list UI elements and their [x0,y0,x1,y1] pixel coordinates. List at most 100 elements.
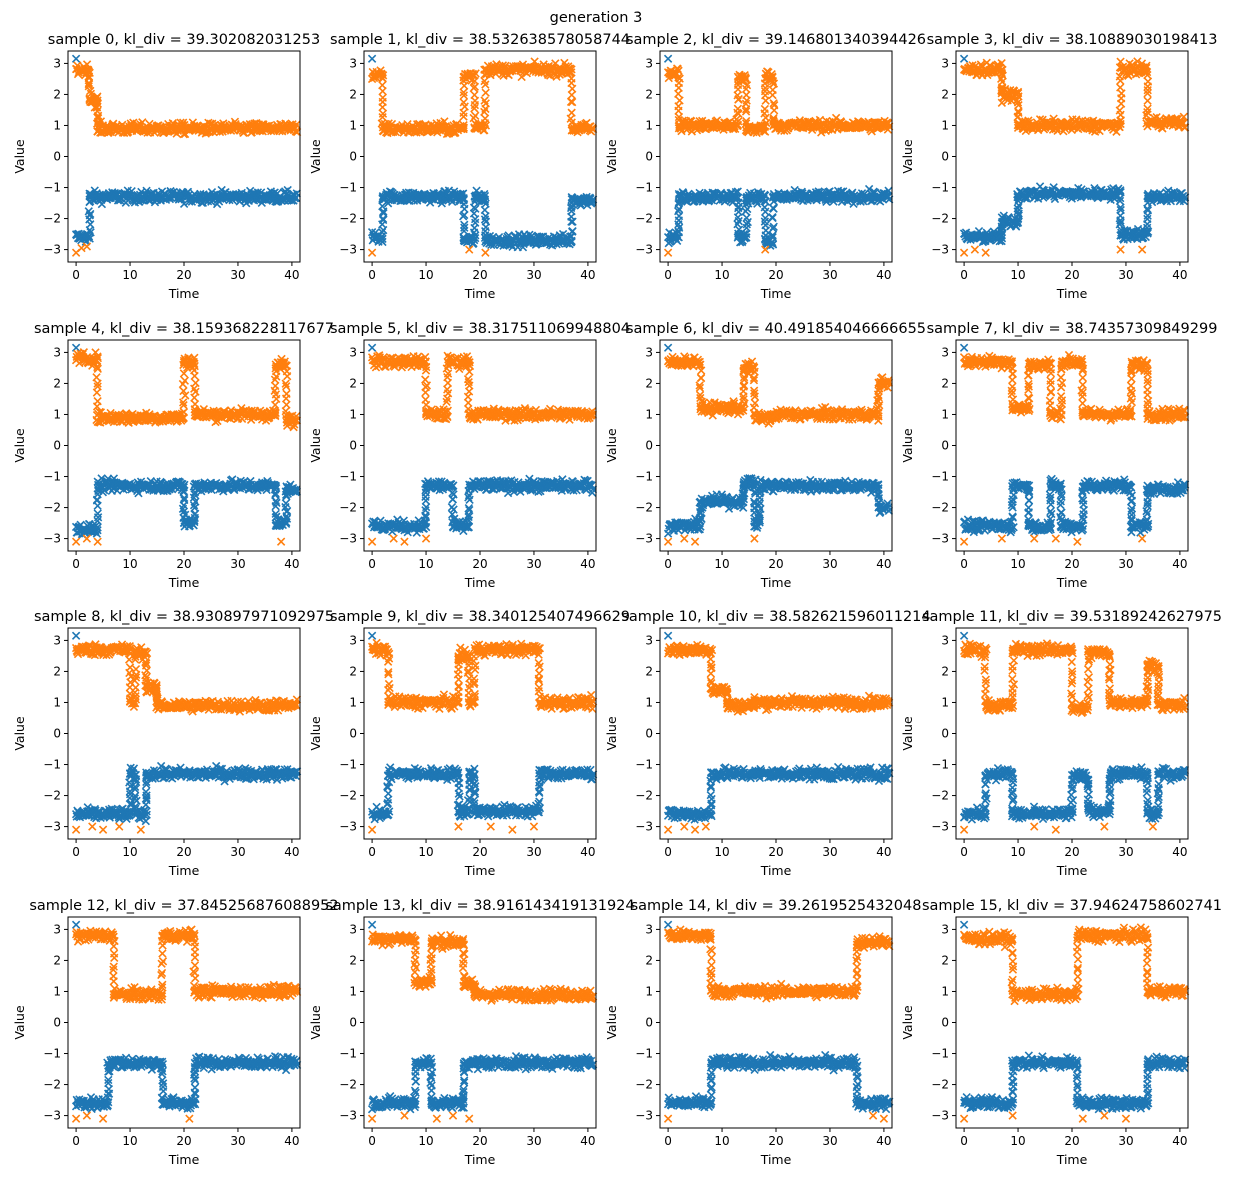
x-tick-label: 40 [284,557,299,571]
y-axis-label: Value [12,139,27,174]
x-axis-label: Time [464,575,496,590]
y-tick-label: 3 [645,56,653,70]
series-2-points [71,60,302,257]
data-point [201,196,210,205]
data-point [86,197,95,206]
y-tick-label: 3 [349,56,357,70]
y-tick-label: 2 [349,87,357,101]
x-tick-label: 10 [418,268,433,282]
x-tick-label: 30 [230,557,245,571]
x-tick-label: 10 [418,557,433,571]
y-tick-label: 2 [645,87,653,101]
y-tick-label: 1 [349,407,357,421]
y-tick-label: −1 [43,470,61,484]
y-tick-label: 0 [349,150,357,164]
y-tick-label: −2 [339,212,357,226]
subplot-title: sample 4, kl_div = 38.159368228117677 [34,321,334,337]
x-tick-label: 0 [368,557,376,571]
y-tick-label: 0 [645,150,653,164]
subplot-title: sample 2, kl_div = 39.146801340394426 [626,32,926,48]
data-point [86,228,95,237]
subplot-title: sample 5, kl_div = 38.317511069948804 [330,321,630,337]
x-axis-label: Time [168,575,200,590]
subplot-title: sample 0, kl_div = 39.302082031253 [48,32,320,48]
y-tick-label: 0 [941,150,949,164]
y-tick-label: −3 [339,243,357,257]
x-tick-label: 20 [472,268,487,282]
outlier-point [71,54,81,63]
y-tick-label: 2 [349,376,357,390]
x-tick-label: 0 [368,268,376,282]
x-tick-label: 40 [284,268,299,282]
x-tick-label: 40 [876,268,891,282]
subplot-title: sample 6, kl_div = 40.491854046666655 [626,321,926,337]
x-tick-label: 0 [664,268,672,282]
data-point [292,189,301,198]
x-tick-label: 20 [1064,268,1079,282]
x-tick-label: 40 [580,268,595,282]
x-tick-label: 30 [822,268,837,282]
y-tick-label: 3 [53,56,61,70]
x-axis-label: Time [1056,286,1088,301]
y-tick-label: 3 [941,56,949,70]
y-tick-label: 1 [349,118,357,132]
subplot-title: sample 3, kl_div = 38.10889030198413 [927,32,1218,48]
x-tick-label: 20 [768,268,783,282]
y-tick-label: 1 [645,118,653,132]
y-tick-label: 1 [53,118,61,132]
x-tick-label: 10 [1010,268,1025,282]
y-tick-label: −1 [339,181,357,195]
y-tick-label: 2 [941,87,949,101]
y-axis-label: Value [308,428,323,463]
x-tick-label: 0 [72,557,80,571]
x-axis-label: Time [168,286,200,301]
y-tick-label: −3 [339,532,357,546]
data-point [85,189,94,198]
x-tick-label: 20 [176,557,191,571]
y-tick-label: −3 [931,243,949,257]
y-axis-label: Value [604,139,619,174]
y-tick-label: −3 [635,243,653,257]
x-tick-label: 10 [714,268,729,282]
y-tick-label: 3 [53,345,61,359]
y-tick-label: −1 [43,181,61,195]
y-tick-label: 1 [53,407,61,421]
x-tick-label: 0 [960,268,968,282]
y-tick-label: −1 [635,181,653,195]
y-tick-label: −2 [43,212,61,226]
y-tick-label: 2 [53,376,61,390]
y-tick-label: 2 [53,87,61,101]
series-1-points [71,54,301,246]
x-tick-label: 0 [72,268,80,282]
y-tick-label: −2 [635,212,653,226]
y-tick-label: 0 [53,150,61,164]
x-axis-label: Time [760,286,792,301]
x-tick-label: 30 [526,268,541,282]
y-axis-label: Value [308,139,323,174]
y-tick-label: −2 [339,501,357,515]
y-tick-label: −3 [43,243,61,257]
x-tick-label: 20 [176,268,191,282]
x-tick-label: 10 [122,268,137,282]
y-axis-label: Value [12,428,27,463]
y-axis-label: Value [900,139,915,174]
x-axis-label: Time [464,286,496,301]
y-tick-label: 3 [349,345,357,359]
subplot-title: sample 1, kl_div = 38.532638578058744 [330,32,630,48]
y-tick-label: 1 [941,118,949,132]
y-tick-label: −3 [43,532,61,546]
y-tick-label: −2 [931,212,949,226]
x-tick-label: 10 [122,557,137,571]
figure-suptitle: generation 3 [550,10,643,26]
y-tick-label: −1 [339,470,357,484]
x-tick-label: 40 [1172,268,1187,282]
x-tick-label: 30 [1118,268,1133,282]
x-tick-label: 30 [526,557,541,571]
y-tick-label: 0 [349,439,357,453]
y-tick-label: −1 [931,181,949,195]
x-tick-label: 30 [230,268,245,282]
